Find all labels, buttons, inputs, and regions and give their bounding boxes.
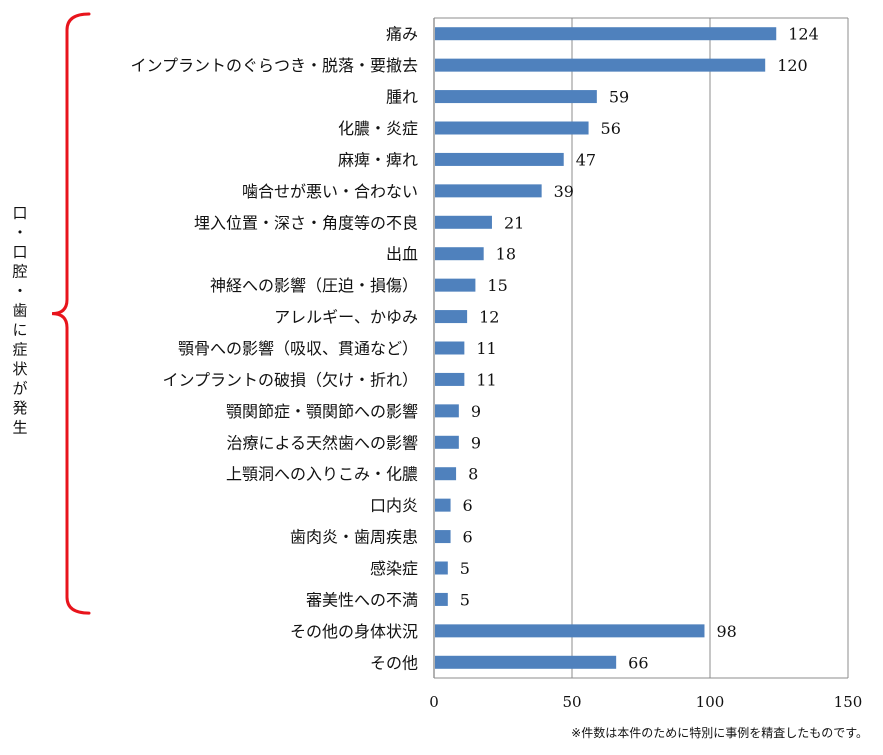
category-label: 痛み <box>386 25 418 44</box>
bar <box>435 90 597 104</box>
footnote: ※件数は本件のために特別に事例を精査したものです。 <box>571 725 868 740</box>
bar <box>435 278 476 292</box>
bar <box>435 27 777 41</box>
category-label: 感染症 <box>370 559 418 578</box>
category-label: 顎骨への影響（吸収、貫通など） <box>178 339 418 358</box>
value-label: 120 <box>777 56 808 75</box>
x-tick-labels: 0 50 100 150 <box>429 693 862 711</box>
bar <box>435 121 589 135</box>
category-label: 埋入位置・深さ・角度等の不良 <box>194 213 418 232</box>
value-label: 15 <box>487 276 507 295</box>
bar <box>435 152 564 166</box>
value-label: 12 <box>479 308 499 327</box>
bar <box>435 341 465 355</box>
category-label: その他 <box>370 653 418 672</box>
value-label: 66 <box>628 653 648 672</box>
value-label: 11 <box>476 339 496 358</box>
value-label: 5 <box>460 590 470 609</box>
category-label: 口内炎 <box>370 496 418 515</box>
value-label: 6 <box>463 496 473 515</box>
category-label: 神経への影響（圧迫・損傷） <box>210 276 418 295</box>
bar <box>435 310 468 324</box>
value-label: 124 <box>788 25 819 44</box>
category-label: 出血 <box>386 245 418 264</box>
bar <box>435 435 459 449</box>
value-label: 47 <box>576 150 596 169</box>
category-label: 麻痺・痺れ <box>338 150 418 169</box>
category-label: 化膿・炎症 <box>338 119 418 138</box>
group-label: 口・口腔・歯に症状が発生 <box>12 204 27 437</box>
value-label: 5 <box>460 559 470 578</box>
x-tick-label: 150 <box>834 693 863 711</box>
bar <box>435 58 766 72</box>
value-label: 98 <box>716 622 736 641</box>
category-label: 腫れ <box>386 88 418 107</box>
category-label: その他の身体状況 <box>290 622 418 641</box>
category-label: インプラントの破損（欠け・折れ） <box>162 370 418 389</box>
bracket-path <box>51 12 91 615</box>
bar <box>435 184 542 198</box>
category-label: 治療による天然歯への影響 <box>226 433 418 452</box>
bars <box>435 27 777 669</box>
category-label: インプラントのぐらつき・脱落・要撤去 <box>130 56 418 75</box>
bar <box>435 624 705 638</box>
bar <box>435 247 484 261</box>
bar <box>435 215 492 229</box>
x-tick-label: 100 <box>696 693 725 711</box>
value-label: 9 <box>471 402 481 421</box>
value-label: 39 <box>554 182 574 201</box>
group-bracket <box>51 12 91 615</box>
bar <box>435 372 465 386</box>
value-label: 18 <box>496 245 516 264</box>
bar <box>435 592 448 606</box>
category-label: アレルギー、かゆみ <box>274 308 418 327</box>
category-label: 噛合せが悪い・合わない <box>242 182 418 201</box>
category-label: 上顎洞への入りこみ・化膿 <box>226 465 418 484</box>
value-label: 21 <box>504 213 524 232</box>
bar <box>435 498 451 512</box>
value-label: 6 <box>463 528 473 547</box>
value-label: 9 <box>471 433 481 452</box>
bar <box>435 467 457 481</box>
x-tick-label: 50 <box>562 693 581 711</box>
category-label: 顎関節症・顎関節への影響 <box>226 402 418 421</box>
bar <box>435 655 617 669</box>
category-labels: 痛みインプラントのぐらつき・脱落・要撤去腫れ化膿・炎症麻痺・痺れ噛合せが悪い・合… <box>130 25 418 673</box>
category-label: 歯肉炎・歯周疾患 <box>290 528 418 547</box>
x-tick-label: 0 <box>429 693 439 711</box>
bar <box>435 404 459 418</box>
value-label: 59 <box>609 88 629 107</box>
value-label: 8 <box>468 465 478 484</box>
value-label: 11 <box>476 370 496 389</box>
bar <box>435 530 451 544</box>
category-label: 審美性への不満 <box>306 590 418 609</box>
bar <box>435 561 448 575</box>
value-label: 56 <box>601 119 621 138</box>
